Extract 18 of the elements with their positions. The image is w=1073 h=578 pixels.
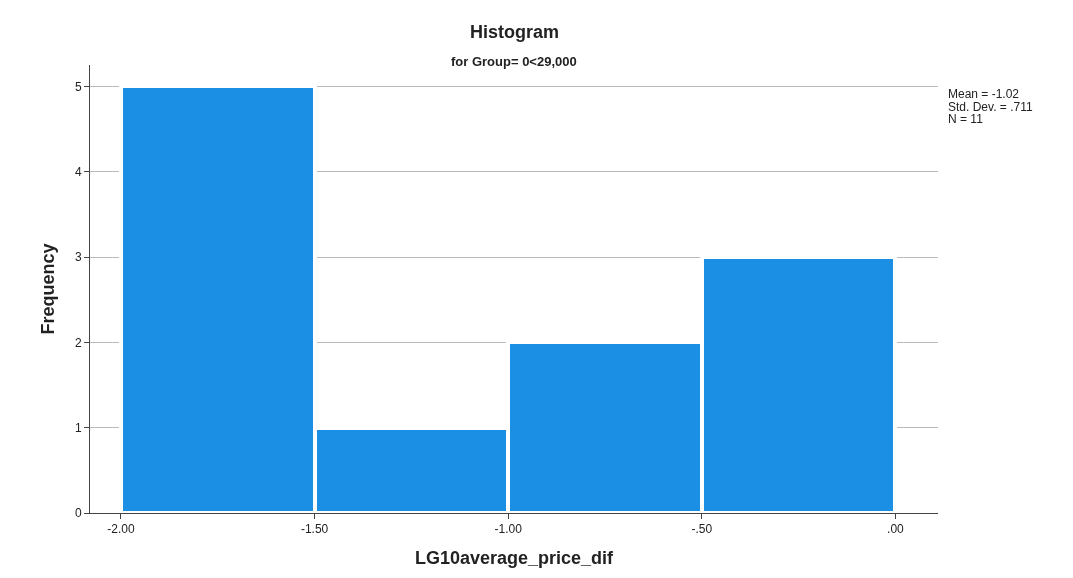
x-tick-label: -1.50 bbox=[300, 522, 329, 537]
y-tick-label: 1 bbox=[74, 420, 82, 435]
x-axis-title: LG10average_price_dif bbox=[414, 547, 615, 568]
y-tick-label: 0 bbox=[74, 506, 82, 521]
chart-title: Histogram bbox=[470, 22, 560, 42]
chart-subtitle: for Group= 0<29,000 bbox=[451, 54, 577, 69]
text: N = 11 bbox=[948, 112, 984, 126]
y-tick-label: 2 bbox=[74, 335, 82, 350]
x-tick-label: -1.00 bbox=[494, 522, 523, 537]
y-tick-label: 3 bbox=[74, 250, 82, 265]
x-tick-label: -.50 bbox=[691, 522, 713, 537]
y-tick-label: 4 bbox=[74, 164, 82, 179]
text: Mean = -1.02 bbox=[948, 87, 1020, 101]
x-tick-label: .00 bbox=[887, 522, 905, 537]
text: Std. Dev. = .711 bbox=[948, 100, 1033, 114]
y-tick-label: 5 bbox=[74, 79, 82, 94]
y-axis-title: Frequency bbox=[38, 243, 59, 335]
x-tick-label: -2.00 bbox=[107, 522, 135, 537]
